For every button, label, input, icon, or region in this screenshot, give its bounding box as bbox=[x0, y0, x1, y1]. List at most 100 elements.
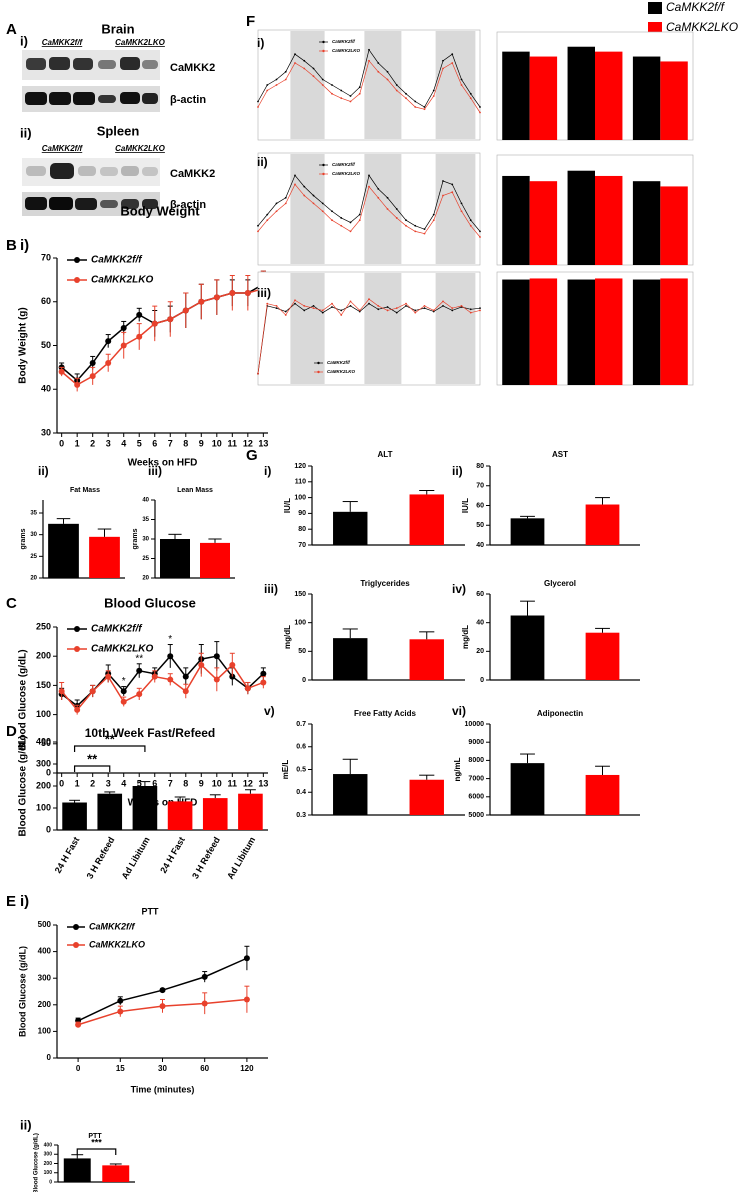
y-tick-label: 0.6 bbox=[296, 744, 306, 751]
marker bbox=[460, 84, 463, 86]
y-axis-label: Body Weight (g) bbox=[18, 307, 29, 383]
series-line bbox=[61, 663, 264, 712]
x-tick-label: 10 bbox=[212, 778, 222, 788]
significance: *** bbox=[91, 1137, 102, 1147]
marker bbox=[284, 196, 287, 199]
marker bbox=[75, 1021, 82, 1028]
marker bbox=[432, 95, 435, 97]
marker bbox=[395, 89, 398, 92]
marker bbox=[395, 307, 398, 310]
marker bbox=[284, 78, 287, 81]
blot-row: β-actin bbox=[170, 94, 206, 106]
marker bbox=[349, 95, 352, 97]
y-tick-label: 50 bbox=[41, 340, 51, 350]
series-line bbox=[61, 287, 264, 386]
x-axis-label: Weeks on HFD bbox=[128, 798, 198, 809]
legend-marker bbox=[322, 49, 325, 53]
bar bbox=[585, 774, 620, 815]
x-tick-label: Ad Libitum bbox=[225, 835, 257, 881]
panel-label: ii) bbox=[452, 464, 463, 478]
legend-label: CaMKK2LKO bbox=[332, 171, 361, 176]
y-tick-label: 35 bbox=[142, 517, 149, 523]
dark-phase bbox=[290, 273, 325, 384]
y-tick-label: 5000 bbox=[468, 812, 484, 819]
y-tick-label: 25 bbox=[142, 556, 149, 562]
y-tick-label: 50 bbox=[298, 648, 306, 655]
marker bbox=[331, 302, 333, 305]
marker bbox=[395, 208, 398, 210]
bar bbox=[202, 798, 228, 830]
bar bbox=[409, 639, 444, 680]
marker bbox=[229, 290, 236, 296]
marker bbox=[260, 670, 267, 677]
chart-title: Blood Glucose bbox=[104, 595, 196, 610]
marker bbox=[340, 217, 343, 219]
blot-image bbox=[22, 158, 160, 216]
x-tick-label: 2 bbox=[90, 438, 95, 448]
panel-letter: B bbox=[6, 237, 17, 254]
marker bbox=[260, 679, 267, 686]
marker bbox=[284, 202, 287, 205]
y-tick-label: 40 bbox=[41, 384, 51, 394]
marker bbox=[167, 316, 174, 323]
y-axis-label: grams bbox=[132, 528, 139, 549]
bar bbox=[238, 793, 263, 830]
bar bbox=[333, 638, 368, 680]
panel-letter: E bbox=[6, 893, 16, 910]
marker bbox=[321, 309, 324, 312]
y-tick-label: 0 bbox=[302, 677, 306, 684]
marker bbox=[89, 373, 96, 380]
y-tick-label: 0.4 bbox=[296, 789, 306, 796]
bar bbox=[409, 494, 444, 545]
marker bbox=[120, 342, 127, 349]
marker bbox=[460, 210, 463, 213]
marker bbox=[479, 230, 481, 233]
y-tick-label: 60 bbox=[476, 591, 484, 598]
marker bbox=[442, 180, 444, 182]
marker bbox=[294, 53, 296, 56]
legend-label: CaMKK2LKO bbox=[332, 48, 361, 53]
y-tick-label: 110 bbox=[295, 479, 306, 486]
chart-title: Free Fatty Acids bbox=[354, 709, 416, 718]
y-tick-label: 35 bbox=[30, 511, 37, 517]
legend-label: CaMKK2f/f bbox=[327, 360, 350, 365]
marker bbox=[423, 228, 426, 231]
chart-title: Glycerol bbox=[544, 579, 576, 588]
x-tick-label: 4 bbox=[121, 438, 126, 448]
x-tick-label: 1 bbox=[75, 778, 80, 788]
y-tick-label: 500 bbox=[38, 920, 52, 929]
marker bbox=[479, 106, 481, 108]
marker bbox=[136, 667, 143, 674]
x-tick-label: 2 bbox=[90, 778, 95, 788]
marker bbox=[405, 97, 407, 100]
legend-marker bbox=[317, 361, 320, 365]
y-tick-label: 0 bbox=[46, 824, 51, 834]
y-tick-label: 70 bbox=[476, 483, 484, 490]
legend-label: CaMKK2f/f bbox=[91, 255, 143, 266]
marker bbox=[442, 194, 444, 197]
dark-phase bbox=[435, 273, 476, 384]
marker bbox=[243, 996, 250, 1003]
y-tick-label: 50 bbox=[476, 522, 484, 529]
marker bbox=[432, 213, 435, 216]
bar bbox=[333, 774, 368, 815]
x-tick-label: 10 bbox=[212, 438, 222, 448]
bar bbox=[160, 539, 190, 578]
marker bbox=[395, 84, 398, 86]
marker bbox=[117, 997, 124, 1004]
bar bbox=[567, 279, 595, 385]
bar bbox=[529, 56, 558, 140]
marker bbox=[312, 194, 315, 197]
marker bbox=[358, 309, 361, 312]
marker bbox=[368, 302, 370, 305]
marker bbox=[460, 78, 463, 81]
significance-bracket bbox=[73, 765, 111, 772]
marker bbox=[275, 84, 278, 86]
legend-marker bbox=[322, 40, 325, 44]
y-tick-label: 150 bbox=[36, 680, 51, 690]
y-tick-label: 20 bbox=[30, 576, 37, 582]
bar bbox=[567, 46, 595, 140]
marker bbox=[414, 224, 417, 227]
marker bbox=[136, 691, 143, 698]
